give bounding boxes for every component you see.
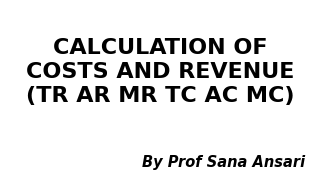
Text: By Prof Sana Ansari: By Prof Sana Ansari: [142, 154, 306, 170]
Text: CALCULATION OF
COSTS AND REVENUE
(TR AR MR TC AC MC): CALCULATION OF COSTS AND REVENUE (TR AR …: [26, 38, 294, 106]
